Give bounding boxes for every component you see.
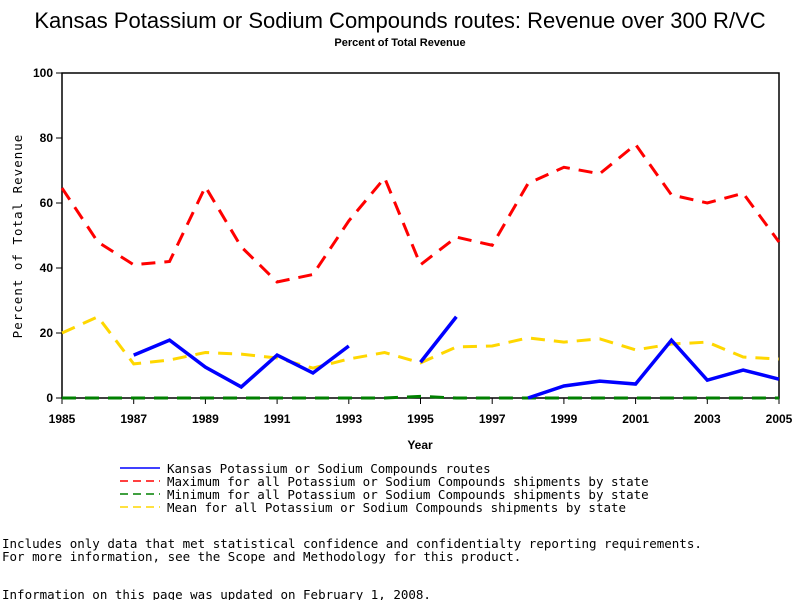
legend-label: Kansas Potassium or Sodium Compounds rou… <box>167 461 491 476</box>
legend-label: Mean for all Potassium or Sodium Compoun… <box>167 500 626 515</box>
y-tick-label: 40 <box>40 261 54 275</box>
note-methodology: For more information, see the Scope and … <box>2 549 522 564</box>
x-tick-label: 1989 <box>192 412 219 426</box>
legend-label: Maximum for all Potassium or Sodium Comp… <box>167 474 649 489</box>
plot-frame <box>61 72 780 399</box>
x-tick-label: 1991 <box>264 412 291 426</box>
chart-subtitle: Percent of Total Revenue <box>334 37 466 49</box>
x-tick-label: 1987 <box>120 412 147 426</box>
y-tick-label: 100 <box>33 66 53 80</box>
y-tick-label: 0 <box>46 391 53 405</box>
series-line <box>133 338 350 390</box>
x-tick-label: 1985 <box>49 412 76 426</box>
y-tick-label: 20 <box>40 326 54 340</box>
chart-title: Kansas Potassium or Sodium Compounds rou… <box>34 8 766 33</box>
x-axis-label: Year <box>407 438 433 452</box>
legend-label: Minimum for all Potassium or Sodium Comp… <box>167 487 649 502</box>
x-tick-label: 1995 <box>407 412 434 426</box>
x-tick-label: 2005 <box>766 412 793 426</box>
x-tick-label: 1993 <box>335 412 362 426</box>
series-line <box>61 314 780 370</box>
y-tick-label: 60 <box>40 196 54 210</box>
series-line <box>419 315 458 364</box>
x-tick-label: 2001 <box>622 412 649 426</box>
series-line <box>62 394 779 400</box>
y-axis-label: Percent of Total Revenue <box>10 134 25 339</box>
x-tick-label: 1997 <box>479 412 506 426</box>
series-line <box>60 142 781 284</box>
note-confidence: Includes only data that met statistical … <box>2 536 702 551</box>
series-line <box>527 337 780 400</box>
note-updated: Information on this page was updated on … <box>2 587 431 600</box>
x-tick-label: 2003 <box>694 412 721 426</box>
x-tick-label: 1999 <box>551 412 578 426</box>
y-tick-label: 80 <box>40 131 54 145</box>
